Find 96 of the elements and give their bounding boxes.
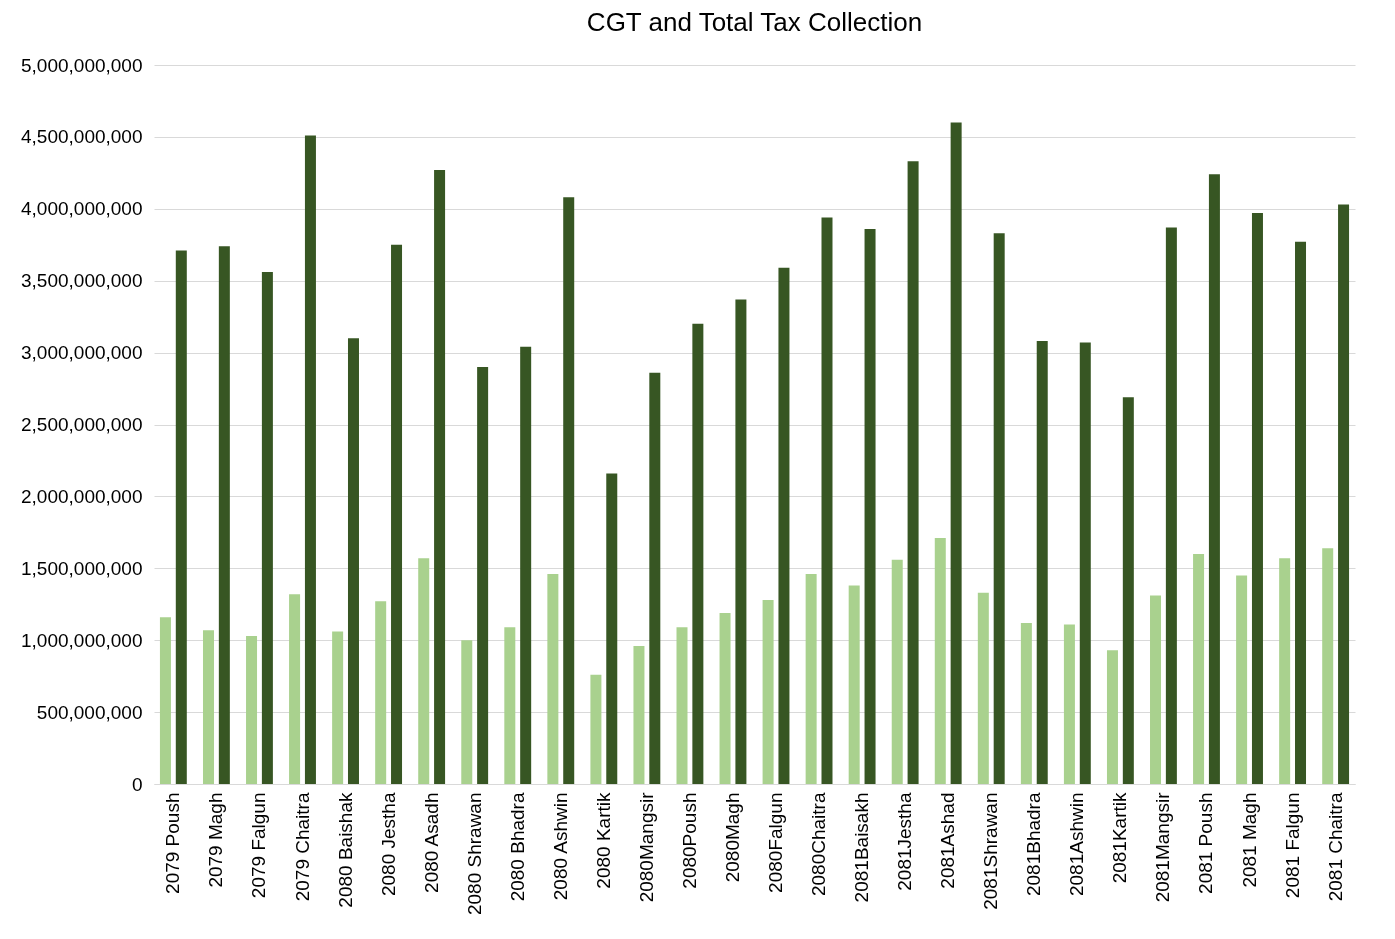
x-tick-label: 2081Jestha: [894, 792, 916, 891]
x-tick-label: 2081Baisakh: [851, 792, 873, 903]
bar: [1063, 624, 1075, 784]
bar: [907, 161, 919, 784]
y-tick-label: 5,000,000,000: [20, 54, 143, 76]
x-tick-label: 2081 Chaitra: [1324, 792, 1346, 902]
bar: [848, 585, 860, 784]
bar: [175, 250, 187, 784]
bar: [1122, 397, 1134, 784]
x-tick-label: 2081Bhadra: [1023, 792, 1045, 897]
bar: [864, 228, 876, 784]
bar: [633, 645, 645, 784]
x-tick-label: 2079 Poush: [162, 792, 184, 894]
bar: [1079, 342, 1091, 784]
y-tick-label: 500,000,000: [36, 701, 143, 723]
x-tick-label: 2080 Bhadra: [506, 792, 528, 902]
x-tick-label: 2081Shrawan: [980, 792, 1002, 910]
y-tick-label: 4,500,000,000: [20, 126, 143, 148]
bar: [606, 473, 618, 784]
bar: [692, 323, 704, 784]
bar: [434, 169, 446, 784]
x-tick-label: 2081 Magh: [1238, 792, 1260, 888]
bar: [735, 299, 747, 784]
x-tick-label: 2080 Jestha: [377, 792, 399, 897]
bar: [805, 574, 817, 784]
bar: [950, 122, 962, 784]
chart-title: CGT and Total Tax Collection: [586, 7, 923, 37]
x-tick-label: 2081Ashad: [937, 792, 959, 889]
bar: [821, 217, 833, 784]
bar: [1338, 204, 1350, 784]
x-tick-label: 2080 Asadh: [420, 792, 442, 893]
bar: [649, 372, 661, 784]
bar: [1193, 553, 1205, 784]
x-tick-label: 2080Falgun: [765, 792, 787, 893]
y-tick-label: 4,000,000,000: [20, 198, 143, 220]
x-tick-label: 2080 Baishak: [334, 792, 356, 908]
bar: [418, 558, 430, 784]
bar: [1036, 341, 1048, 784]
bar: [347, 338, 359, 784]
bar: [504, 627, 516, 784]
bar: [778, 267, 790, 784]
bar: [1150, 595, 1162, 784]
x-tick-label: 2080Chaitra: [808, 792, 830, 897]
x-tick-label: 2081 Falgun: [1281, 792, 1303, 899]
y-tick-label: 1,000,000,000: [20, 629, 143, 651]
bar: [202, 630, 214, 784]
bar: [391, 244, 403, 784]
bar: [261, 272, 273, 784]
y-tick-label: 2,500,000,000: [20, 414, 143, 435]
bar: [461, 640, 473, 784]
y-tick-label: 2,000,000,000: [20, 485, 143, 507]
x-tick-label: 2080 Ashwin: [549, 792, 571, 901]
bar: [590, 674, 602, 784]
x-tick-label: 2081Mangsir: [1152, 791, 1174, 903]
y-tick-label: 0: [131, 773, 143, 795]
y-tick-label: 1,500,000,000: [20, 557, 143, 579]
x-tick-label: 2080 Kartik: [592, 792, 614, 889]
x-tick-label: 2081Ashwin: [1066, 792, 1088, 897]
bar: [1208, 174, 1220, 784]
bar: [719, 612, 731, 784]
x-tick-label: 2079 Magh: [205, 792, 227, 888]
bar: [891, 559, 903, 784]
bar: [547, 574, 559, 784]
bar: [375, 601, 387, 784]
bar: [246, 635, 258, 784]
bar: [289, 594, 301, 784]
bar: [159, 617, 171, 784]
bar: [1322, 548, 1334, 784]
x-tick-label: 2081 Poush: [1195, 792, 1217, 894]
bar: [676, 627, 688, 784]
bar: [934, 538, 946, 784]
bar: [477, 366, 489, 784]
bar: [1295, 241, 1307, 784]
bar: [977, 592, 989, 784]
y-tick-label: 3,500,000,000: [20, 270, 143, 292]
bar: [1236, 575, 1248, 784]
x-tick-label: 2079 Chaitra: [291, 792, 313, 902]
x-tick-label: 2080Magh: [721, 792, 743, 883]
x-tick-label: 2080 Shrawan: [463, 792, 485, 916]
bar: [1165, 227, 1177, 784]
y-tick-label: 3,000,000,000: [20, 342, 143, 364]
x-tick-label: 2081Kartik: [1109, 792, 1131, 884]
bar: [304, 135, 316, 784]
bar: [332, 631, 344, 784]
bar: [520, 346, 532, 784]
bar: [762, 599, 774, 784]
bar: [1020, 622, 1032, 784]
bar: [1106, 650, 1118, 784]
bar: [1251, 213, 1263, 784]
x-tick-label: 2080Mangsir: [635, 791, 657, 903]
x-tick-label: 2079 Falgun: [248, 792, 270, 899]
bar: [1279, 558, 1291, 784]
bar: [218, 246, 230, 784]
bar: [993, 233, 1005, 784]
x-tick-label: 2080Poush: [678, 792, 700, 889]
bar: [563, 197, 575, 784]
